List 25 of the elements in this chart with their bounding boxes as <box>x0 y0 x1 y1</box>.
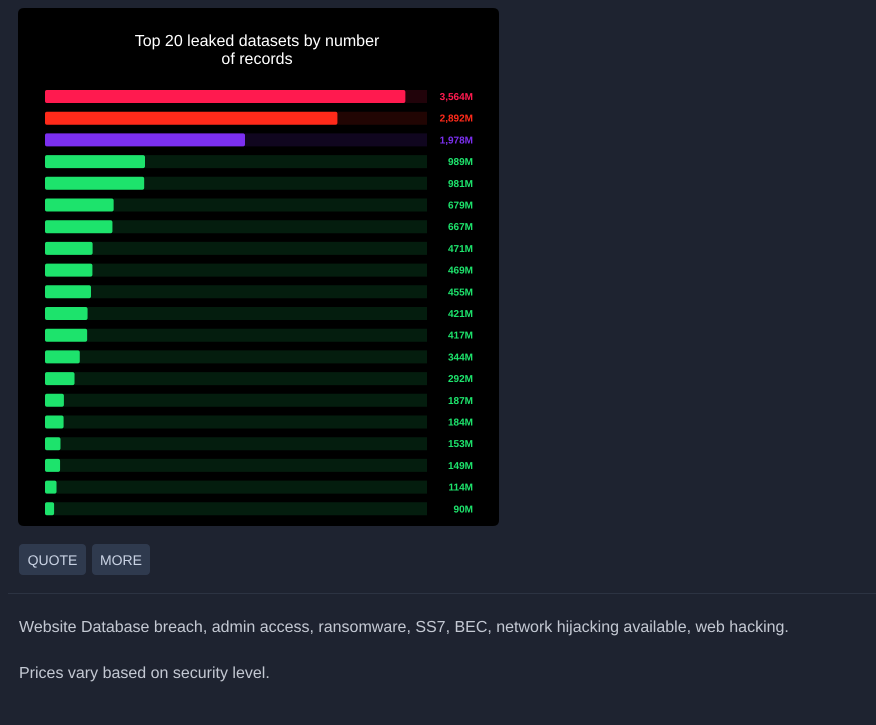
data-label: 90M <box>454 504 473 516</box>
data-label: 184M <box>448 418 473 428</box>
data-label: 292M <box>448 374 473 386</box>
text: MORE <box>100 552 142 568</box>
data-label: 989M <box>448 157 473 168</box>
data-label: 679M <box>448 200 473 212</box>
text: QUOTE <box>28 552 78 568</box>
text: Website Database breach, admin access, ransomware, SS7, BEC, network hijacking available, web hacking. <box>19 619 789 636</box>
data-label: 114M <box>448 482 473 494</box>
data-label: 981M <box>448 178 473 190</box>
data-label: 421M <box>448 309 473 320</box>
data-label: 1,978M <box>440 135 473 146</box>
data-label: 471M <box>448 244 473 255</box>
data-label: 2,892M <box>440 114 473 125</box>
data-label: 455M <box>448 287 473 298</box>
text: Prices vary based on security level. <box>19 665 270 682</box>
data-label: 187M <box>448 396 473 407</box>
data-label: 417M <box>448 330 473 342</box>
data-label: 3,564M <box>440 92 473 103</box>
data-label: 153M <box>448 439 473 450</box>
data-label: 469M <box>448 266 473 277</box>
data-label: 149M <box>448 460 473 472</box>
data-label: 667M <box>448 222 473 234</box>
data-label: 344M <box>448 352 473 364</box>
chart-title: Top 20 leaked datasets by number of records <box>134 33 380 68</box>
